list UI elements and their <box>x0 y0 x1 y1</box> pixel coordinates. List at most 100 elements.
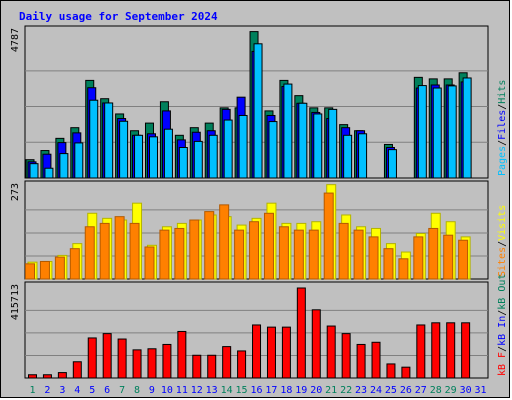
day-label-20: 20 <box>310 385 322 396</box>
day-label-15: 15 <box>236 385 248 396</box>
bar-kbf-day-9 <box>147 348 157 379</box>
legend-middle: Sites/Visits <box>497 205 508 277</box>
legend-item-middle-1: / <box>497 241 508 247</box>
bar-kbf-day-19 <box>296 287 306 379</box>
bar-pages-day-11 <box>178 147 188 179</box>
bar-sites-day-24 <box>368 236 379 280</box>
bar-pages-day-8 <box>134 134 144 179</box>
day-labels: 1 2 3 4 5 6 7 8 9 10 11 12 13 14 15 16 17 18 19 20 21 22 23 24 2… <box>29 385 486 396</box>
bar-kbf-day-2 <box>42 374 52 379</box>
bar-pages-day-19 <box>298 102 308 179</box>
bar-kbf-day-12 <box>192 354 202 379</box>
bar-kbf-day-13 <box>207 354 217 379</box>
day-label-4: 4 <box>74 385 80 396</box>
legend-item-bottom-0: kB F <box>497 352 508 376</box>
day-label-23: 23 <box>355 385 367 396</box>
day-label-22: 22 <box>340 385 352 396</box>
bar-sites-day-30 <box>458 239 469 280</box>
day-label-24: 24 <box>370 385 382 396</box>
bar-sites-day-22 <box>338 222 349 280</box>
chart-title: Daily usage for September 2024 <box>19 10 218 23</box>
bar-sites-day-5 <box>84 226 95 280</box>
day-label-3: 3 <box>59 385 65 396</box>
day-label-26: 26 <box>400 385 412 396</box>
bar-pages-day-23 <box>358 133 368 179</box>
bar-sites-day-14 <box>219 204 230 280</box>
bar-kbf-day-1 <box>28 374 37 379</box>
bar-sites-day-17 <box>263 212 274 280</box>
bar-kbf-day-26 <box>401 366 411 379</box>
legend-item-top-4: Hits <box>497 80 508 104</box>
legend-item-middle-2: Visits <box>497 205 508 241</box>
bar-sites-day-2 <box>39 260 50 280</box>
legend-item-top-1: / <box>497 140 508 146</box>
day-label-10: 10 <box>161 385 173 396</box>
bar-kbf-day-23 <box>356 343 366 379</box>
bar-pages-day-25 <box>387 149 397 179</box>
bar-sites-day-10 <box>159 229 170 280</box>
day-label-31: 31 <box>475 385 487 396</box>
bar-pages-day-18 <box>283 83 293 179</box>
bar-sites-day-3 <box>54 256 65 280</box>
max-label-top: 4787 <box>10 28 21 52</box>
max-label-middle: 273 <box>10 183 21 201</box>
bar-sites-day-29 <box>443 234 454 280</box>
legend-item-top-0: Pages <box>497 146 508 176</box>
bar-sites-day-28 <box>428 227 439 280</box>
bar-kbf-day-16 <box>252 324 262 379</box>
bar-pages-day-3 <box>59 153 69 179</box>
bar-pages-day-15 <box>238 114 248 179</box>
day-label-8: 8 <box>134 385 140 396</box>
bar-pages-day-6 <box>104 102 114 179</box>
day-label-17: 17 <box>265 385 277 396</box>
panel-top: 4787 Pages/Files/Hits <box>10 25 508 179</box>
bar-kbf-day-18 <box>281 326 291 379</box>
bar-pages-day-1 <box>29 163 39 179</box>
legend-item-bottom-3: / <box>497 310 508 316</box>
legend-item-bottom-2: kB In <box>497 316 508 346</box>
bar-kbf-day-17 <box>266 326 276 379</box>
legend-bottom: kB F/kB In/kB Out <box>497 274 508 376</box>
bar-sites-day-6 <box>99 222 110 280</box>
bar-pages-day-14 <box>223 119 233 179</box>
bar-kbf-day-4 <box>72 361 82 379</box>
bar-kbf-day-27 <box>416 324 426 379</box>
bar-pages-day-9 <box>148 136 158 179</box>
max-label-bottom: 415713 <box>10 284 21 320</box>
bar-sites-day-26 <box>398 258 409 280</box>
legend-item-bottom-4: kB Out <box>497 274 508 310</box>
bar-pages-day-21 <box>328 108 338 179</box>
legend-item-bottom-1: / <box>497 346 508 352</box>
day-label-5: 5 <box>89 385 95 396</box>
bar-sites-day-9 <box>144 246 155 280</box>
bar-kbf-day-8 <box>132 349 142 379</box>
legend-item-top-3: / <box>497 104 508 110</box>
bar-sites-day-8 <box>129 222 140 280</box>
day-label-18: 18 <box>280 385 292 396</box>
bar-sites-day-23 <box>353 229 364 280</box>
bar-pages-day-13 <box>208 134 218 179</box>
day-label-6: 6 <box>104 385 110 396</box>
bar-pages-day-27 <box>417 85 427 179</box>
bar-sites-day-11 <box>174 227 185 280</box>
day-label-13: 13 <box>206 385 218 396</box>
bar-kbf-day-3 <box>57 372 67 379</box>
day-label-19: 19 <box>295 385 307 396</box>
day-label-30: 30 <box>460 385 472 396</box>
bar-kbf-day-20 <box>311 309 321 379</box>
bar-sites-day-1 <box>25 263 35 280</box>
legend-top: Pages/Files/Hits <box>497 80 508 176</box>
bar-sites-day-7 <box>114 216 125 280</box>
bar-sites-day-12 <box>189 219 200 280</box>
bar-pages-day-4 <box>74 142 84 179</box>
bar-kbf-day-30 <box>461 322 471 379</box>
bar-sites-day-20 <box>308 229 319 280</box>
bar-sites-day-15 <box>234 229 245 280</box>
panel-middle: 273 Sites/Visits <box>10 180 508 280</box>
day-label-7: 7 <box>119 385 125 396</box>
day-label-14: 14 <box>221 385 233 396</box>
bar-kbf-day-15 <box>237 350 247 379</box>
bar-sites-day-18 <box>278 226 289 280</box>
bar-pages-day-20 <box>313 113 323 179</box>
